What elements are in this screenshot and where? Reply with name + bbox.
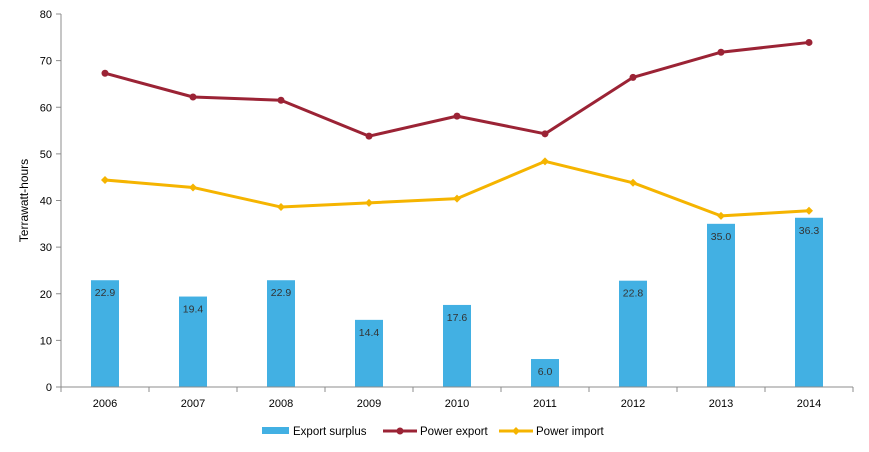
legend-item-power-import: Power import bbox=[499, 426, 605, 438]
x-axis: 2006 2007 2008 2009 2010 2011 2012 2013 2014 bbox=[60, 386, 854, 410]
bar-2013 bbox=[707, 223, 735, 387]
x-tick-label: 2012 bbox=[621, 398, 645, 410]
data-label-2006: 22.9 bbox=[95, 287, 116, 299]
legend-marker bbox=[396, 427, 404, 435]
power-export-point-2009 bbox=[365, 132, 373, 140]
y-axis: 0 10 20 30 40 50 60 70 80 bbox=[40, 9, 62, 394]
y-tick-label: 60 bbox=[40, 102, 52, 114]
y-tick-label: 70 bbox=[40, 56, 52, 68]
power-export-series bbox=[101, 38, 813, 140]
power-import-point-2012 bbox=[629, 178, 637, 187]
power-export-point-2010 bbox=[453, 112, 461, 120]
legend: Export surplus Power export Power import bbox=[262, 426, 605, 438]
power-export-point-2006 bbox=[101, 69, 109, 77]
power-export-point-2008 bbox=[277, 96, 285, 104]
data-label-2007: 19.4 bbox=[183, 304, 204, 316]
legend-item-power-export: Power export bbox=[383, 426, 489, 438]
y-tick-label: 50 bbox=[40, 149, 52, 161]
x-tick-label: 2007 bbox=[181, 398, 205, 410]
y-tick-label: 0 bbox=[46, 382, 52, 394]
power-export-point-2007 bbox=[189, 93, 197, 101]
bar-2009 bbox=[355, 319, 383, 387]
data-label-2012: 22.8 bbox=[623, 288, 644, 300]
y-axis-title: Terrawatt-hours bbox=[17, 159, 31, 242]
bar-2014 bbox=[795, 217, 823, 387]
power-export-point-2011 bbox=[541, 130, 549, 138]
power-import-series bbox=[101, 157, 813, 220]
power-import-point-2008 bbox=[277, 203, 285, 212]
bar-2011 bbox=[531, 359, 559, 387]
data-label-2009: 14.4 bbox=[359, 327, 380, 339]
legend-label: Power import bbox=[536, 426, 605, 438]
legend-swatch bbox=[262, 427, 289, 434]
y-tick-label: 30 bbox=[40, 242, 52, 254]
power-import-point-2013 bbox=[717, 211, 725, 220]
y-tick-label: 10 bbox=[40, 335, 52, 347]
x-tick-label: 2013 bbox=[709, 398, 733, 410]
power-import-line bbox=[104, 159, 810, 218]
data-label-2013: 35.0 bbox=[711, 231, 732, 243]
power-import-point-2010 bbox=[453, 194, 461, 203]
bar-2012 bbox=[619, 280, 647, 387]
data-label-2008: 22.9 bbox=[271, 287, 292, 299]
power-import-point-2014 bbox=[805, 206, 813, 215]
x-tick-label: 2008 bbox=[269, 398, 293, 410]
legend-item-export-surplus: Export surplus bbox=[262, 426, 367, 438]
bar-2008 bbox=[267, 280, 295, 387]
bar-2010 bbox=[443, 304, 471, 387]
power-import-point-2009 bbox=[365, 198, 373, 207]
export-surplus-series: 22.9 19.4 22.9 14.4 17.6 6.0 22.8 35.0 36.3 bbox=[91, 217, 823, 387]
legend-label: Power export bbox=[420, 426, 489, 438]
power-export-point-2013 bbox=[717, 48, 725, 56]
power-export-point-2012 bbox=[629, 73, 637, 81]
x-tick-label: 2011 bbox=[533, 398, 557, 410]
x-tick-label: 2010 bbox=[445, 398, 469, 410]
x-tick-label: 2009 bbox=[357, 398, 381, 410]
x-tick-label: 2014 bbox=[797, 398, 821, 410]
power-import-point-2006 bbox=[101, 175, 109, 184]
data-label-2010: 17.6 bbox=[447, 312, 468, 324]
data-label-2011: 6.0 bbox=[538, 366, 553, 378]
y-tick-label: 80 bbox=[40, 9, 52, 21]
legend-label: Export surplus bbox=[293, 426, 367, 438]
power-export-point-2014 bbox=[805, 38, 813, 46]
power-import-point-2007 bbox=[189, 183, 197, 192]
y-tick-label: 20 bbox=[40, 289, 52, 301]
x-tick-label: 2006 bbox=[93, 398, 117, 410]
bar-2007 bbox=[179, 296, 207, 387]
bar-2006 bbox=[91, 280, 119, 387]
legend-marker bbox=[512, 427, 520, 435]
data-label-2014: 36.3 bbox=[799, 225, 820, 237]
y-tick-label: 40 bbox=[40, 196, 52, 208]
power-import-point-2011 bbox=[541, 157, 549, 166]
power-export-line bbox=[104, 40, 810, 138]
line-series bbox=[101, 38, 813, 220]
